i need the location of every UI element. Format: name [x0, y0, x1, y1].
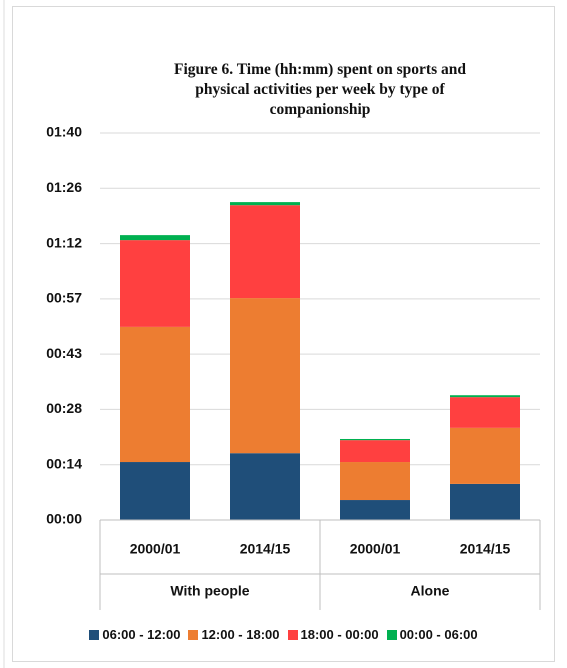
x-tick-label: 2000/01	[350, 541, 401, 557]
legend-item: 18:00 - 00:00	[287, 627, 379, 642]
legend-swatch	[89, 629, 100, 640]
bar-segment	[340, 500, 410, 520]
legend-item: 12:00 - 18:00	[188, 627, 280, 642]
bar-segment	[230, 453, 300, 520]
bar-segment	[120, 235, 190, 241]
bar-segment	[340, 438, 410, 441]
bar-segment	[340, 462, 410, 501]
group-label: Alone	[411, 583, 450, 599]
y-tick-label: 00:28	[46, 400, 82, 416]
bar-segment	[450, 427, 520, 484]
legend-label: 00:00 - 06:00	[399, 627, 478, 642]
bar-segment	[230, 298, 300, 454]
legend-swatch	[287, 629, 298, 640]
legend-item: 00:00 - 06:00	[386, 627, 478, 642]
y-tick-label: 00:14	[46, 455, 82, 471]
y-tick-label: 01:26	[46, 179, 82, 195]
bar-segment	[340, 440, 410, 463]
x-tick-label: 2000/01	[130, 541, 181, 557]
x-tick-label: 2014/15	[240, 541, 291, 557]
bar-segment	[450, 397, 520, 428]
bar-segment	[120, 240, 190, 327]
y-tick-label: 00:57	[46, 290, 82, 306]
legend: 06:00 - 12:00 12:00 - 18:00 18:00 - 00:00 0…	[12, 627, 555, 642]
legend-swatch	[188, 629, 199, 640]
y-tick-label: 00:00	[46, 511, 82, 527]
group-label: With people	[170, 583, 249, 599]
legend-swatch	[386, 629, 397, 640]
bar-segment	[120, 326, 190, 463]
bar-segment	[230, 202, 300, 206]
x-tick-label: 2014/15	[460, 541, 511, 557]
chart-title: Figure 6. Time (hh:mm) spent on sports a…	[174, 61, 466, 118]
bar-segment	[450, 395, 520, 398]
y-tick-label: 01:12	[46, 234, 82, 250]
legend-label: 18:00 - 00:00	[300, 627, 379, 642]
legend-item: 06:00 - 12:00	[89, 627, 180, 642]
y-tick-label: 01:40	[46, 124, 82, 140]
chart-frame	[12, 6, 555, 662]
legend-label: 06:00 - 12:00	[102, 627, 181, 642]
bar-segment	[450, 483, 520, 520]
y-tick-label: 00:43	[46, 345, 82, 361]
legend-label: 12:00 - 18:00	[201, 627, 280, 642]
bar-segment	[230, 205, 300, 299]
bar-segment	[120, 462, 190, 520]
